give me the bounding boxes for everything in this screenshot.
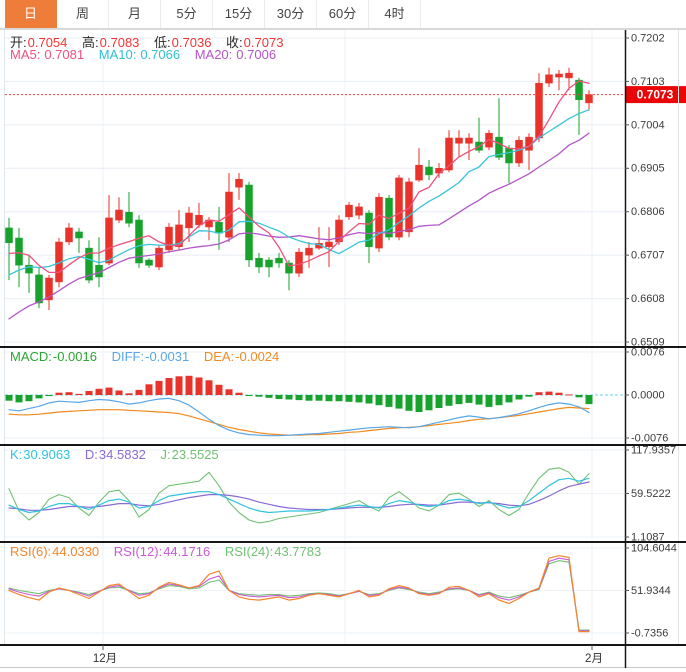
kdj-plot[interactable]: [8, 467, 590, 524]
svg-text:0.7103: 0.7103: [631, 76, 665, 88]
svg-text:104.6044: 104.6044: [631, 542, 677, 554]
svg-text:0.6509: 0.6509: [631, 336, 665, 348]
ma-lines: [8, 80, 590, 320]
rsi-plot[interactable]: [8, 555, 590, 633]
svg-text:0.6806: 0.6806: [631, 206, 665, 218]
y-axis-labels: 0.7202 0.7103 0.7004 0.6905 0.6806 0.6707 0.66…: [625, 32, 677, 639]
tab-month[interactable]: 月: [109, 0, 161, 28]
svg-text:1.1087: 1.1087: [631, 531, 665, 543]
tab-30min[interactable]: 30分: [265, 0, 317, 28]
x-axis-labels: 12月 2月: [93, 645, 603, 665]
svg-text:0.7202: 0.7202: [631, 32, 665, 44]
svg-text:59.5222: 59.5222: [631, 488, 671, 500]
tab-60min[interactable]: 60分: [317, 0, 369, 28]
grid-lines: [5, 30, 625, 645]
current-price-badge: 0.7073: [626, 86, 686, 104]
svg-text:0.7073: 0.7073: [637, 87, 674, 101]
svg-text:0.7004: 0.7004: [631, 119, 665, 131]
svg-text:12月: 12月: [93, 653, 117, 665]
svg-text:-0.0076: -0.0076: [631, 432, 668, 444]
svg-text:0.6707: 0.6707: [631, 250, 665, 262]
svg-text:117.9357: 117.9357: [631, 444, 676, 456]
svg-text:0.6905: 0.6905: [631, 163, 665, 175]
svg-text:0.0000: 0.0000: [631, 389, 665, 401]
tab-4hour[interactable]: 4时: [369, 0, 421, 28]
tab-week[interactable]: 周: [57, 0, 109, 28]
svg-text:-0.7356: -0.7356: [631, 627, 668, 639]
svg-text:51.9344: 51.9344: [631, 585, 671, 597]
svg-text:2月: 2月: [585, 653, 603, 665]
macd-plot[interactable]: [5, 375, 593, 437]
svg-text:0.6608: 0.6608: [631, 293, 665, 305]
timeframe-tabbar: 日周月 5分 15分 30分 60分 4时: [0, 0, 686, 29]
tab-day[interactable]: 日: [5, 0, 57, 28]
svg-text:0.0076: 0.0076: [631, 346, 665, 358]
tab-5min[interactable]: 5分: [161, 0, 213, 28]
panel-borders: [0, 29, 686, 668]
tab-15min[interactable]: 15分: [213, 0, 265, 28]
